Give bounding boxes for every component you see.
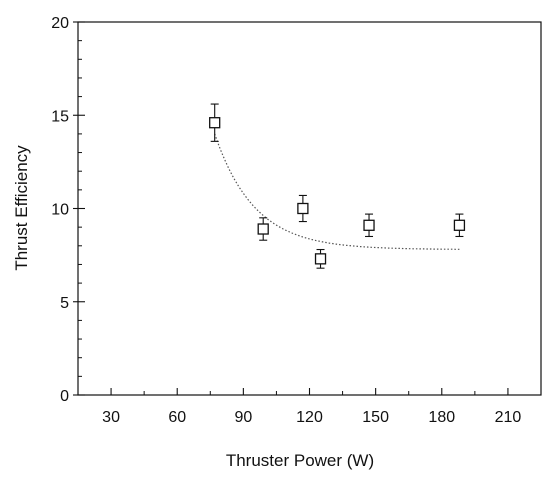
y-tick-label: 15 <box>51 108 69 125</box>
plot-frame <box>77 21 542 396</box>
data-point <box>453 219 466 231</box>
y-tick-label: 20 <box>51 15 69 32</box>
x-axis-ticks: 30 60 90 120 150 180 210 <box>77 388 542 426</box>
data-point <box>297 202 309 215</box>
x-tick-label: 180 <box>428 409 455 426</box>
y-tick-label: 10 <box>51 202 69 219</box>
x-tick-label: 60 <box>168 409 186 426</box>
y-tick-label: 5 <box>60 295 69 312</box>
data-point <box>363 219 375 231</box>
y-tick-label: 0 <box>60 388 69 405</box>
x-tick-label: 150 <box>362 409 389 426</box>
data-point <box>209 117 221 129</box>
x-tick-label: 210 <box>495 409 522 426</box>
x-axis-title: Thruster Power (W) <box>226 451 374 470</box>
y-axis-ticks: 0 5 10 15 20 <box>51 15 85 405</box>
y-axis-title: Thrust Efficiency <box>12 145 31 271</box>
data-point <box>314 253 327 265</box>
fit-curve-layer <box>214 133 460 250</box>
x-tick-label: 30 <box>102 409 120 426</box>
data-point <box>257 223 269 235</box>
x-tick-label: 120 <box>296 409 323 426</box>
data-points-layer <box>209 103 466 269</box>
fit-curve <box>214 133 460 250</box>
x-tick-label: 90 <box>234 409 252 426</box>
